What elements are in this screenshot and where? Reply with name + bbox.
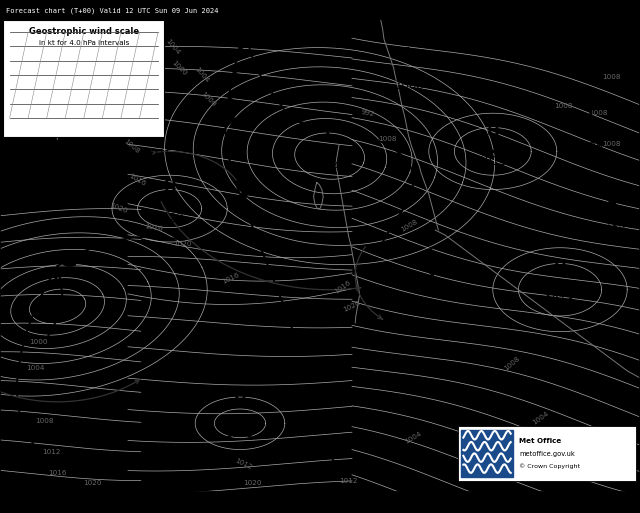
Text: 984: 984 xyxy=(319,160,340,173)
Text: 1008: 1008 xyxy=(400,218,419,232)
Text: H: H xyxy=(486,123,499,138)
FancyBboxPatch shape xyxy=(461,430,513,477)
Text: in kt for 4.0 hPa intervals: in kt for 4.0 hPa intervals xyxy=(38,40,129,46)
Text: 1000: 1000 xyxy=(170,59,188,76)
Text: 1008: 1008 xyxy=(36,418,54,424)
Text: 1020: 1020 xyxy=(84,480,102,486)
Polygon shape xyxy=(225,117,237,128)
Text: 1012: 1012 xyxy=(136,102,152,120)
Text: 1008: 1008 xyxy=(378,136,396,143)
Text: 1020: 1020 xyxy=(342,300,362,313)
Text: 1016: 1016 xyxy=(132,66,147,84)
Text: Forecast chart (T+00) Valid 12 UTC Sun 09 Jun 2024: Forecast chart (T+00) Valid 12 UTC Sun 0… xyxy=(6,8,219,14)
Polygon shape xyxy=(227,143,237,154)
Text: Met Office: Met Office xyxy=(519,439,561,444)
Text: 1008: 1008 xyxy=(474,438,493,452)
Polygon shape xyxy=(233,65,245,75)
Text: 1015: 1015 xyxy=(144,148,173,161)
Text: L: L xyxy=(606,192,616,207)
Polygon shape xyxy=(239,41,251,52)
Text: 1020: 1020 xyxy=(109,203,128,214)
Text: 1008: 1008 xyxy=(602,74,620,81)
Text: 1012: 1012 xyxy=(42,449,60,455)
Text: 1012: 1012 xyxy=(340,478,358,484)
Polygon shape xyxy=(60,253,76,266)
Polygon shape xyxy=(232,168,242,180)
Text: 1020: 1020 xyxy=(244,480,262,486)
Text: 1023: 1023 xyxy=(155,212,184,225)
Text: H: H xyxy=(163,180,176,195)
Text: 1008: 1008 xyxy=(122,139,140,155)
Polygon shape xyxy=(228,91,240,102)
Text: 992: 992 xyxy=(361,109,375,117)
Text: 1000: 1000 xyxy=(29,339,47,345)
Text: 1008: 1008 xyxy=(554,103,572,109)
Text: 1016: 1016 xyxy=(333,280,352,295)
Text: 1008: 1008 xyxy=(589,110,607,116)
Text: © Crown Copyright: © Crown Copyright xyxy=(519,463,580,469)
Text: L: L xyxy=(324,128,335,143)
Text: 1016: 1016 xyxy=(144,223,163,232)
Text: 1004: 1004 xyxy=(164,37,181,55)
Text: L: L xyxy=(154,116,164,131)
Text: 1012: 1012 xyxy=(234,457,253,470)
Text: 1016: 1016 xyxy=(221,271,240,284)
Text: 1020: 1020 xyxy=(173,242,191,247)
Text: 1004: 1004 xyxy=(193,66,210,84)
Text: L: L xyxy=(587,109,597,124)
Text: 1004: 1004 xyxy=(26,365,44,371)
FancyBboxPatch shape xyxy=(3,20,164,137)
Text: L: L xyxy=(52,275,63,291)
Text: 1013: 1013 xyxy=(545,293,575,307)
Text: 995: 995 xyxy=(581,141,603,154)
Text: 1008: 1008 xyxy=(59,193,88,206)
Text: metoffice.gov.uk: metoffice.gov.uk xyxy=(519,451,575,457)
Text: 1016: 1016 xyxy=(128,173,147,187)
Text: 1025: 1025 xyxy=(225,427,255,440)
Text: 1013: 1013 xyxy=(478,155,508,168)
Text: 1016: 1016 xyxy=(49,470,67,477)
Text: L: L xyxy=(404,47,415,62)
Text: 1008: 1008 xyxy=(395,79,424,92)
Text: 1004: 1004 xyxy=(403,430,422,445)
Text: 1004: 1004 xyxy=(417,279,447,292)
Text: 995: 995 xyxy=(47,308,68,321)
FancyBboxPatch shape xyxy=(458,426,636,481)
Text: H: H xyxy=(554,261,566,277)
Text: 1008: 1008 xyxy=(503,356,521,372)
Text: 1002: 1002 xyxy=(596,224,626,238)
Text: 1008: 1008 xyxy=(602,141,620,147)
Text: Geostrophic wind scale: Geostrophic wind scale xyxy=(29,27,139,36)
Text: 1000: 1000 xyxy=(199,90,217,108)
Text: L: L xyxy=(427,247,437,262)
Polygon shape xyxy=(239,191,250,204)
Text: H: H xyxy=(234,395,246,410)
Text: L: L xyxy=(68,161,79,176)
Text: 1004: 1004 xyxy=(531,411,550,426)
